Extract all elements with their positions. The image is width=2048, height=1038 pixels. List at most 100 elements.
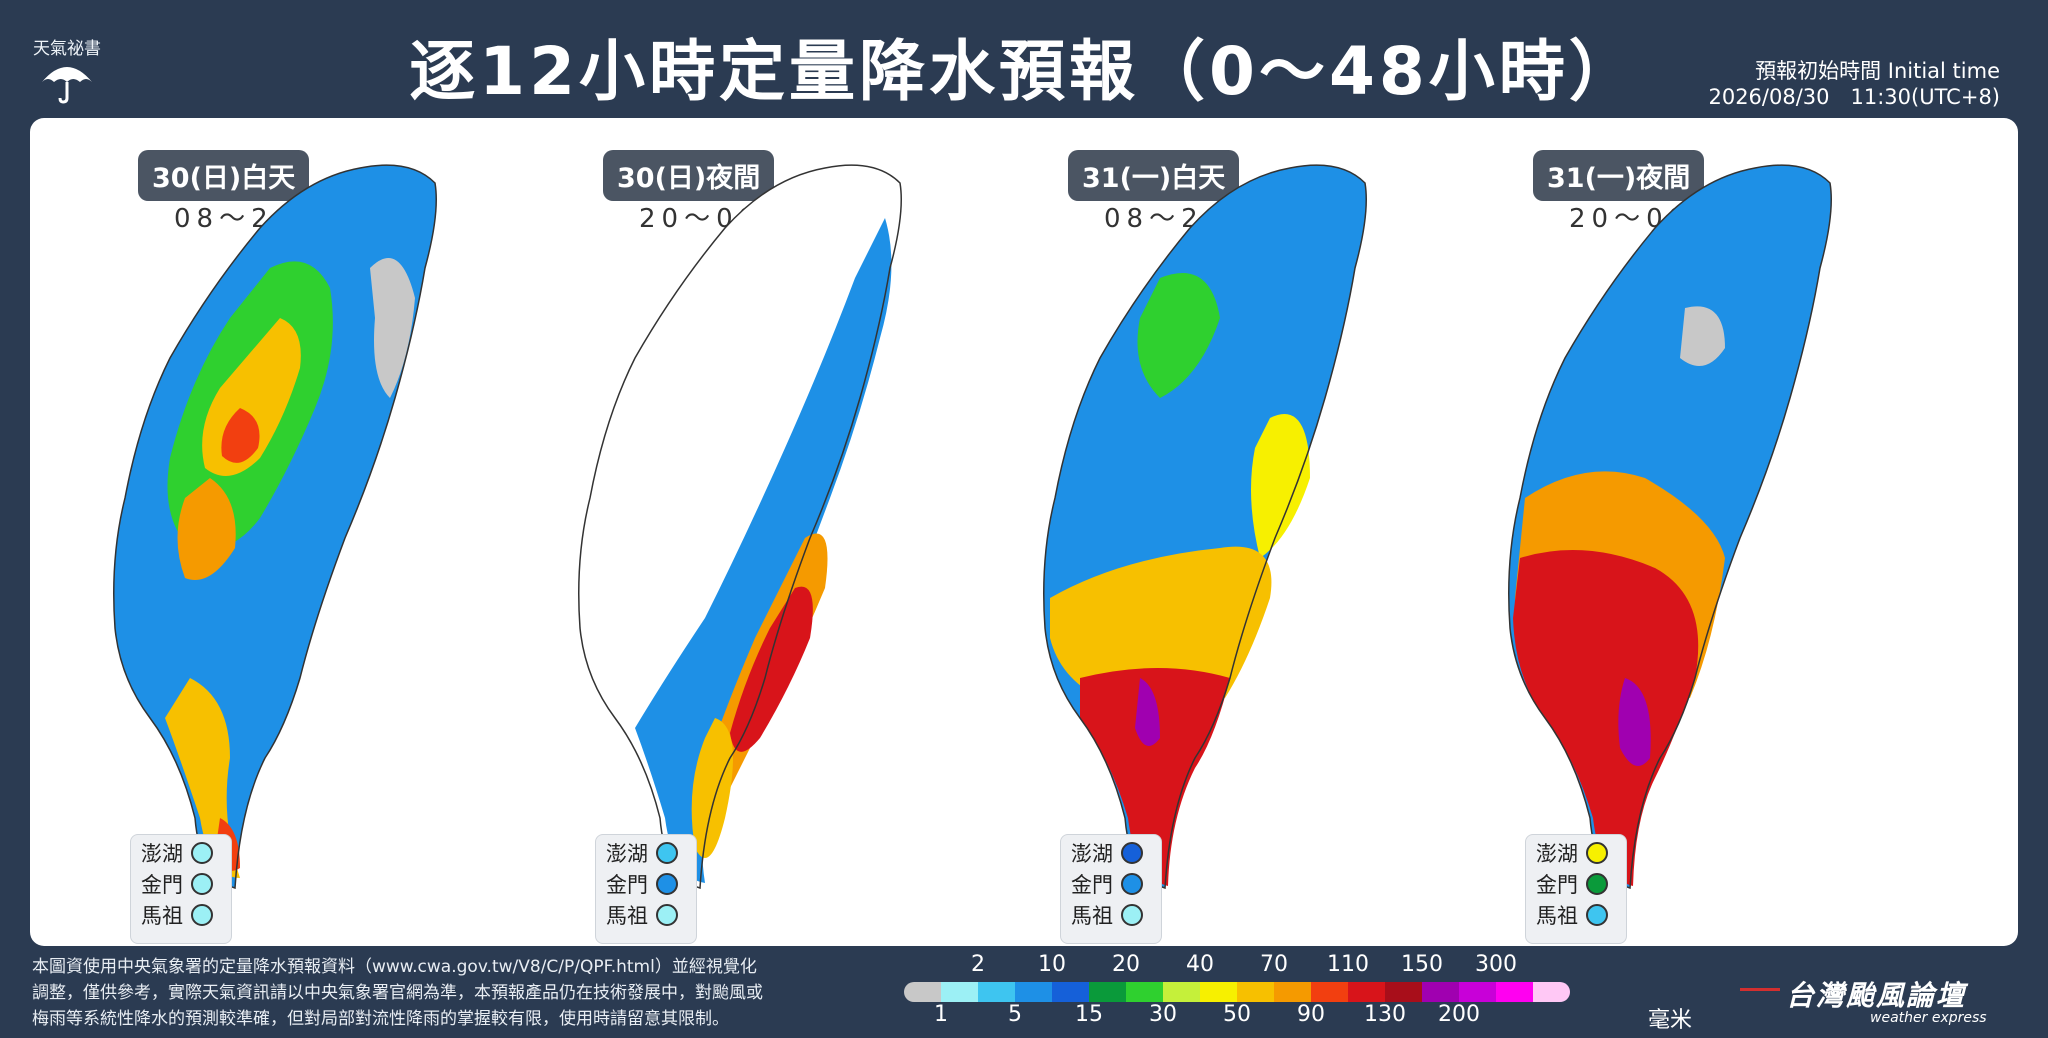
note-line: 梅雨等系統性降水的預測較準確，但對局部對流性降雨的掌握較有限，使用時請留意其限制… — [32, 1009, 729, 1029]
island-dot — [1121, 842, 1143, 864]
data-source-note: 本圖資使用中央氣象署的定量降水預報資料（www.cwa.gov.tw/V8/C/… — [32, 954, 902, 1032]
island-penghu: 澎湖 — [141, 840, 231, 866]
legend-swatch — [1089, 982, 1126, 1002]
forecast-map-1: 30(日)白天 08～20時 澎湖 金門 馬祖 — [90, 118, 560, 946]
island-name: 澎湖 — [606, 842, 648, 866]
island-dot — [1121, 873, 1143, 895]
island-dot — [656, 904, 678, 926]
island-name: 金門 — [1536, 873, 1578, 897]
legend-swatch — [1237, 982, 1274, 1002]
legend-swatch — [1348, 982, 1385, 1002]
legend-bottom-label: 1 — [934, 1002, 948, 1027]
island-dot — [1121, 904, 1143, 926]
island-kinmen: 金門 — [1071, 871, 1161, 897]
note-line: 調整，僅供參考，實際天氣資訊請以中央氣象署官網為準，本預報產品仍在技術發展中，對… — [32, 983, 763, 1003]
outlying-islands-legend: 澎湖 金門 馬祖 — [1525, 834, 1627, 944]
island-dot — [1586, 904, 1608, 926]
island-name: 馬祖 — [1071, 904, 1113, 928]
legend-bottom-label: 15 — [1075, 1002, 1103, 1027]
legend-swatch — [1459, 982, 1496, 1002]
island-dot — [191, 904, 213, 926]
legend-top-label: 110 — [1327, 952, 1369, 977]
island-penghu: 澎湖 — [1536, 840, 1626, 866]
legend-top-labels: 2 10 20 40 70 110 150 300 — [904, 952, 1684, 982]
legend-bottom-label: 200 — [1438, 1002, 1480, 1027]
taiwan-rainfall-map — [578, 164, 902, 889]
taiwan-rainfall-map — [1508, 164, 1832, 889]
legend-swatch — [1385, 982, 1422, 1002]
forecast-map-4: 31(一)夜間 20～08時 澎湖 金門 馬祖 — [1485, 118, 1955, 946]
forecast-map-2: 30(日)夜間 20～08時 澎湖 金門 馬祖 — [555, 118, 1025, 946]
umbrella-icon — [42, 67, 92, 104]
island-kinmen: 金門 — [1536, 871, 1626, 897]
island-penghu: 澎湖 — [606, 840, 696, 866]
legend-swatch — [1311, 982, 1348, 1002]
island-dot — [1586, 842, 1608, 864]
island-name: 馬祖 — [606, 904, 648, 928]
forecast-panel: 30(日)白天 08～20時 澎湖 金門 馬祖 30(日)夜間 20～08時 — [30, 118, 2018, 946]
legend-top-label: 10 — [1038, 952, 1066, 977]
legend-swatch — [1422, 982, 1459, 1002]
weather-secretary-logo: 天氣祕書 — [26, 28, 108, 108]
initial-time-label: 預報初始時間 Initial time — [1755, 59, 2000, 83]
legend-top-label: 150 — [1401, 952, 1443, 977]
island-name: 馬祖 — [1536, 904, 1578, 928]
outlying-islands-legend: 澎湖 金門 馬祖 — [1060, 834, 1162, 944]
legend-top-label: 70 — [1260, 952, 1288, 977]
island-dot — [191, 842, 213, 864]
island-name: 金門 — [141, 873, 183, 897]
island-matsu: 馬祖 — [141, 902, 231, 928]
legend-top-label: 2 — [971, 952, 985, 977]
page-title: 逐12小時定量降水預報（0～48小時） — [409, 33, 1639, 110]
initial-time-value: 2026/08/30 11:30(UTC+8) — [1708, 85, 2000, 109]
note-line: 本圖資使用中央氣象署的定量降水預報資料（www.cwa.gov.tw/V8/C/… — [32, 957, 757, 977]
initial-time: 預報初始時間 Initial time 2026/08/30 11:30(UTC… — [1708, 58, 2000, 110]
taiwan-rainfall-map — [113, 164, 437, 889]
logo-text: 天氣祕書 — [33, 39, 101, 59]
island-name: 澎湖 — [1071, 842, 1113, 866]
island-matsu: 馬祖 — [1536, 902, 1626, 928]
island-penghu: 澎湖 — [1071, 840, 1161, 866]
island-name: 金門 — [606, 873, 648, 897]
legend-top-label: 20 — [1112, 952, 1140, 977]
legend-color-bar — [904, 982, 1570, 1002]
map-date-badge: 31(一)白天 — [1068, 150, 1240, 201]
map-date-badge: 30(日)夜間 — [603, 150, 775, 201]
legend-swatch — [1163, 982, 1200, 1002]
legend-top-label: 40 — [1186, 952, 1214, 977]
island-dot — [656, 873, 678, 895]
rainfall-color-legend: 2 10 20 40 70 110 150 300 1 5 15 30 50 90 130 200 — [904, 952, 1684, 1032]
island-dot — [191, 873, 213, 895]
legend-unit: 毫米 — [1648, 1008, 1693, 1033]
legend-bottom-label: 90 — [1297, 1002, 1325, 1027]
legend-bottom-labels: 1 5 15 30 50 90 130 200 — [904, 1002, 1684, 1032]
legend-swatch — [1052, 982, 1089, 1002]
island-dot — [1586, 873, 1608, 895]
brand-accent-line — [1740, 988, 1780, 991]
legend-swatch — [1126, 982, 1163, 1002]
island-name: 金門 — [1071, 873, 1113, 897]
island-name: 澎湖 — [141, 842, 183, 866]
legend-swatch — [904, 982, 941, 1002]
outlying-islands-legend: 澎湖 金門 馬祖 — [130, 834, 232, 944]
map-date-badge: 31(一)夜間 — [1533, 150, 1705, 201]
outlying-islands-legend: 澎湖 金門 馬祖 — [595, 834, 697, 944]
legend-swatch — [1200, 982, 1237, 1002]
island-name: 馬祖 — [141, 904, 183, 928]
legend-swatch — [978, 982, 1015, 1002]
island-kinmen: 金門 — [141, 871, 231, 897]
legend-top-label: 300 — [1475, 952, 1517, 977]
island-kinmen: 金門 — [606, 871, 696, 897]
legend-swatch — [941, 982, 978, 1002]
map-date-badge: 30(日)白天 — [138, 150, 310, 201]
brand-subtitle: weather express — [1870, 1010, 1987, 1026]
brand-name: 台灣颱風論壇 — [1786, 979, 1967, 1012]
island-matsu: 馬祖 — [1071, 902, 1161, 928]
legend-swatch — [1533, 982, 1570, 1002]
legend-bottom-label: 30 — [1149, 1002, 1177, 1027]
legend-swatch — [1496, 982, 1533, 1002]
forecast-map-3: 31(一)白天 08～20時 澎湖 金門 馬祖 — [1020, 118, 1490, 946]
legend-swatch — [1015, 982, 1052, 1002]
island-matsu: 馬祖 — [606, 902, 696, 928]
island-name: 澎湖 — [1536, 842, 1578, 866]
